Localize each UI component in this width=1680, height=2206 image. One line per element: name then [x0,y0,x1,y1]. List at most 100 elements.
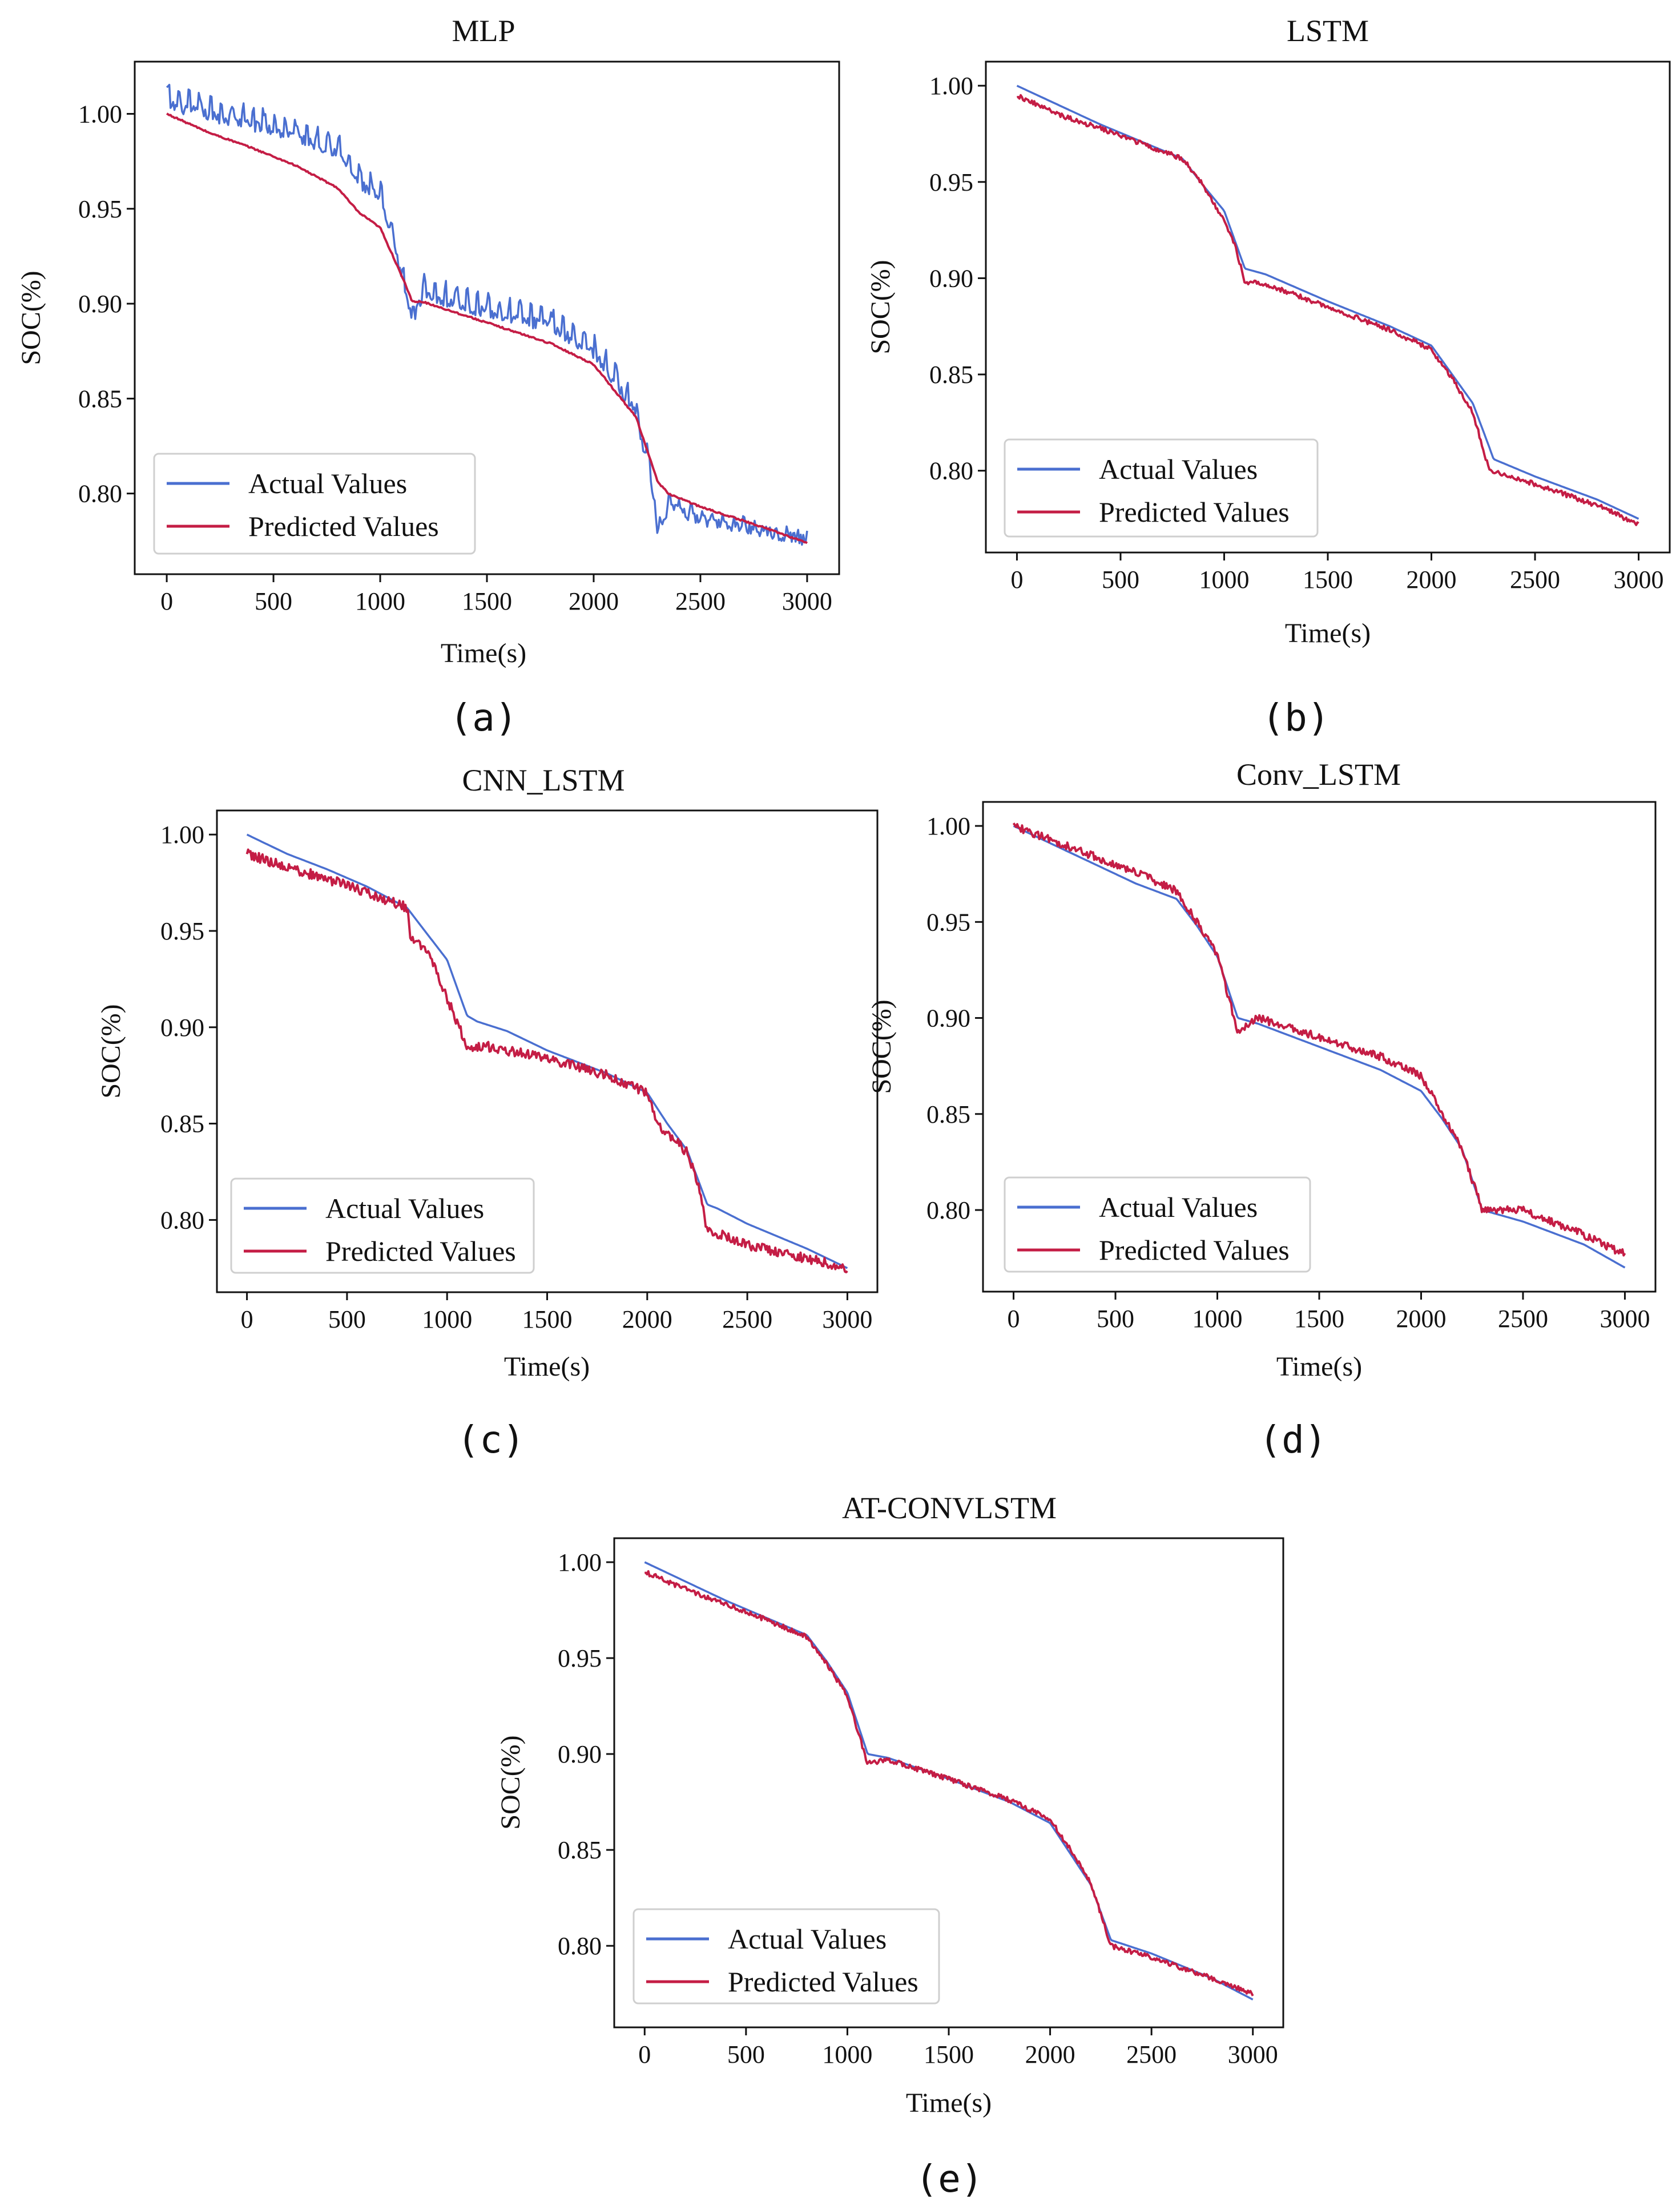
x-tick-label: 1500 [522,1305,573,1333]
series-line-predicted [644,1570,1254,1997]
y-tick-label: 1.00 [78,100,122,128]
y-axis-label: SOC(%) [96,1004,126,1098]
legend-label-predicted: Predicted Values [248,510,439,542]
x-tick-label: 1000 [1192,1305,1243,1333]
x-tick-label: 2000 [1396,1305,1446,1333]
legend-label-actual: Actual Values [1099,1191,1258,1223]
y-tick-label: 0.85 [160,1110,204,1138]
y-axis-label: SOC(%) [865,260,896,354]
y-tick-label: 0.80 [926,1196,970,1224]
chart-title: CNN_LSTM [462,763,625,797]
axes-frame [985,61,1671,554]
y-tick-label: 0.95 [558,1644,602,1672]
panel-caption: (a) [449,696,517,740]
legend-box [1004,1176,1311,1273]
y-tick-label: 0.80 [929,457,973,485]
x-tick-label: 1000 [355,587,405,615]
panel-lstm: LSTM 0 500 1000 1500 2000 2500 3000 0.80 0.85 0.9… [865,14,1671,740]
y-tick-label: 0.90 [78,290,122,318]
x-tick-label: 1000 [422,1305,472,1333]
axes-frame [982,801,1657,1293]
x-tick-label: 2500 [1126,2040,1177,2068]
x-tick-label: 2500 [1510,566,1560,594]
x-tick-label: 3000 [782,587,832,615]
panel-caption: (e) [915,2157,983,2201]
x-tick-label: 1500 [924,2040,974,2068]
series-line-predicted [1012,822,1626,1257]
legend-label-actual: Actual Values [248,467,407,499]
y-tick-label: 0.90 [558,1740,602,1768]
x-tick-label: 500 [328,1305,366,1333]
series-line-actual [1016,84,1639,520]
legend-box [1004,438,1319,538]
y-tick-label: 0.80 [78,480,122,508]
legend-label-predicted: Predicted Values [1099,1234,1290,1266]
panel-caption: (d) [1259,1418,1327,1462]
x-tick-label: 1500 [1294,1305,1344,1333]
legend-box [230,1177,535,1274]
y-tick-label: 0.95 [78,195,122,223]
x-axis-label: Time(s) [504,1352,590,1382]
y-tick-label: 0.80 [558,1932,602,1960]
x-tick-label: 1000 [822,2040,872,2068]
y-axis-label: SOC(%) [16,271,46,365]
x-tick-label: 3000 [1614,566,1664,594]
legend: Actual Values Predicted Values [153,453,476,555]
x-tick-label: 1000 [1199,566,1249,594]
legend-label-predicted: Predicted Values [1099,496,1290,528]
y-tick-label: 0.95 [929,168,973,196]
axes-frame [613,1537,1284,2028]
panel-caption: (c) [457,1418,525,1462]
y-tick-label: 0.85 [78,385,122,413]
x-axis-label: Time(s) [441,638,526,668]
plot-area: 0 500 1000 1500 2000 2500 3000 0.80 0.85 0.90 0.95… [160,821,872,1333]
x-tick-label: 500 [255,587,292,615]
legend-label-predicted: Predicted Values [325,1235,516,1267]
x-tick-label: 2000 [1025,2040,1075,2068]
y-tick-label: 0.90 [926,1005,970,1033]
series-line-actual [166,83,808,546]
legend-label-predicted: Predicted Values [728,1966,918,1998]
plot-area: 0 500 1000 1500 2000 2500 3000 0.80 0.85 0.90 0.95… [78,83,832,615]
x-tick-label: 0 [241,1305,253,1333]
panel-mlp: MLP 0 500 1000 1500 2000 2500 3000 0.80 0.85 0.90… [16,14,840,740]
x-tick-label: 500 [1097,1305,1134,1333]
x-tick-label: 500 [727,2040,765,2068]
x-tick-label: 1500 [462,587,512,615]
series-line-predicted [1016,94,1639,526]
series-line-actual [246,833,848,1269]
y-tick-label: 0.85 [558,1836,602,1864]
y-tick-label: 0.95 [926,908,970,936]
x-tick-label: 3000 [1228,2040,1278,2068]
legend: Actual Values Predicted Values [230,1177,535,1274]
legend: Actual Values Predicted Values [1004,438,1319,538]
x-axis-label: Time(s) [906,2088,992,2118]
x-tick-label: 2500 [675,587,726,615]
plot-area: 0 500 1000 1500 2000 2500 3000 0.80 0.85 0.90 0.95… [929,72,1664,594]
series-line-predicted [166,112,808,545]
x-tick-label: 2000 [622,1305,672,1333]
y-tick-label: 1.00 [160,821,204,849]
y-axis-label: SOC(%) [495,1735,526,1829]
y-tick-label: 0.80 [160,1206,204,1234]
panel-caption: (b) [1262,696,1330,740]
y-tick-label: 0.85 [929,361,973,389]
series-line-predicted [245,848,848,1273]
y-tick-label: 1.00 [929,72,973,100]
panel-conv-lstm: Conv_LSTM 0 500 1000 1500 2000 2500 3000 0.80 0.… [867,757,1657,1462]
axes-frame [134,61,840,575]
x-tick-label: 1500 [1303,566,1353,594]
plot-area: 0 500 1000 1500 2000 2500 3000 0.80 0.85 0.90 0.95… [558,1548,1278,2068]
chart-title: LSTM [1287,14,1369,48]
panel-cnn-lstm: CNN_LSTM 0 500 1000 1500 2000 2500 3000 0.80 0.8… [96,763,879,1462]
y-axis-label: SOC(%) [867,999,897,1094]
x-tick-label: 3000 [822,1305,872,1333]
y-tick-label: 0.90 [160,1014,204,1042]
y-tick-label: 0.90 [929,264,973,292]
panel-at-convlstm: AT-CONVLSTM 0 500 1000 1500 2000 2500 3000 0.80… [495,1491,1284,2201]
y-tick-label: 1.00 [926,812,970,840]
x-tick-label: 500 [1102,566,1139,594]
chart-title: AT-CONVLSTM [842,1491,1057,1525]
x-tick-label: 0 [638,2040,651,2068]
